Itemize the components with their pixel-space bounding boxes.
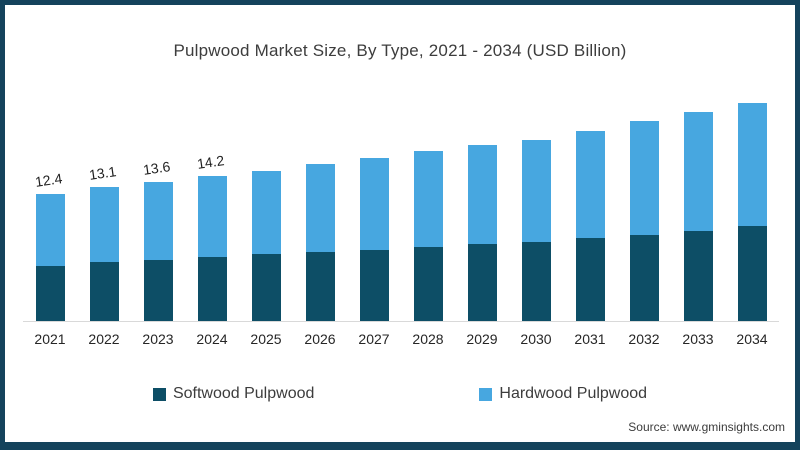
- hardwood-bar-segment: [683, 112, 713, 231]
- bar-stack: [89, 186, 119, 321]
- bar-value-label: 13.6: [142, 157, 172, 178]
- x-axis-label: 2030: [520, 331, 552, 347]
- x-axis-label: 2027: [358, 331, 390, 347]
- bar-value-label: 14.2: [196, 151, 226, 172]
- hardwood-bar-segment: [575, 130, 605, 239]
- softwood-bar-segment: [89, 261, 119, 321]
- legend-swatch-softwood-icon: [152, 387, 166, 401]
- x-axis-label: 2024: [196, 331, 228, 347]
- bar-group: [293, 85, 347, 321]
- x-axis-label: 2028: [412, 331, 444, 347]
- legend: Softwood Pulpwood Hardwood Pulpwood: [5, 385, 795, 403]
- legend-swatch-hardwood-icon: [479, 387, 493, 401]
- bar-value-label: 13.1: [88, 163, 118, 183]
- softwood-bar-segment: [737, 225, 767, 321]
- bar-group: [671, 85, 725, 321]
- softwood-bar-segment: [467, 244, 497, 321]
- bar-group: [509, 85, 563, 321]
- hardwood-bar-segment: [143, 181, 173, 260]
- bar-group: [401, 85, 455, 321]
- bar-group: 13.6: [131, 85, 185, 321]
- hardwood-bar-segment: [197, 175, 227, 257]
- bar-stack: [143, 181, 173, 321]
- bar-stack: [683, 112, 713, 321]
- bar-stack: [575, 130, 605, 321]
- x-axis-label: 2022: [88, 331, 120, 347]
- plot-area: 12.4 13.1 13.6 14.2: [23, 85, 779, 322]
- bar-group: [455, 85, 509, 321]
- legend-label-softwood: Softwood Pulpwood: [172, 385, 315, 402]
- bar-group: [239, 85, 293, 321]
- bar-group: [617, 85, 671, 321]
- softwood-bar-segment: [575, 238, 605, 321]
- hardwood-bar-segment: [521, 139, 551, 243]
- hardwood-bar-segment: [629, 121, 659, 235]
- bar-stack: [305, 164, 335, 321]
- softwood-bar-segment: [305, 252, 335, 321]
- x-axis-label: 2021: [34, 331, 66, 347]
- x-axis-label: 2029: [466, 331, 498, 347]
- hardwood-bar-segment: [359, 158, 389, 251]
- legend-item-softwood: Softwood Pulpwood: [152, 385, 315, 403]
- bar-stack: [629, 121, 659, 321]
- bar-stack: [35, 194, 65, 321]
- hardwood-bar-segment: [89, 186, 119, 262]
- hardwood-bar-segment: [305, 164, 335, 253]
- x-axis-label: 2026: [304, 331, 336, 347]
- bar-group: [725, 85, 779, 321]
- bars-container: 12.4 13.1 13.6 14.2: [23, 85, 779, 322]
- bar-stack: [359, 158, 389, 321]
- bar-stack: [467, 144, 497, 321]
- softwood-bar-segment: [683, 230, 713, 321]
- x-axis-label: 2032: [628, 331, 660, 347]
- softwood-bar-segment: [629, 234, 659, 321]
- bar-group: 13.1: [77, 85, 131, 321]
- softwood-bar-segment: [359, 250, 389, 321]
- bar-stack: [737, 102, 767, 321]
- softwood-bar-segment: [413, 247, 443, 321]
- hardwood-bar-segment: [467, 144, 497, 245]
- legend-item-hardwood: Hardwood Pulpwood: [479, 385, 647, 403]
- x-axis-label: 2033: [682, 331, 714, 347]
- x-axis-labels: 2021 2022 2023 2024 2025 2026 2027 2028 2029 2030…: [23, 331, 779, 347]
- bar-group: 12.4: [23, 85, 77, 321]
- x-axis-label: 2023: [142, 331, 174, 347]
- softwood-bar-segment: [251, 254, 281, 321]
- hardwood-bar-segment: [251, 170, 281, 255]
- bar-stack: [197, 175, 227, 321]
- bar-stack: [521, 139, 551, 321]
- chart-title: Pulpwood Market Size, By Type, 2021 - 20…: [173, 41, 627, 60]
- softwood-bar-segment: [143, 259, 173, 321]
- softwood-bar-segment: [197, 256, 227, 321]
- bar-stack: [251, 170, 281, 321]
- softwood-bar-segment: [35, 265, 65, 321]
- legend-label-hardwood: Hardwood Pulpwood: [499, 385, 648, 402]
- bar-stack: [413, 151, 443, 321]
- bar-group: [563, 85, 617, 321]
- x-axis-label: 2034: [736, 331, 768, 347]
- x-axis-label: 2031: [574, 331, 606, 347]
- bar-group: [347, 85, 401, 321]
- bar-group: 14.2: [185, 85, 239, 321]
- hardwood-bar-segment: [35, 194, 65, 266]
- hardwood-bar-segment: [737, 102, 767, 226]
- bar-value-label: 12.4: [34, 170, 64, 190]
- x-axis-label: 2025: [250, 331, 282, 347]
- hardwood-bar-segment: [413, 151, 443, 248]
- source-text: Source: www.gminsights.com: [628, 420, 785, 434]
- softwood-bar-segment: [521, 242, 551, 321]
